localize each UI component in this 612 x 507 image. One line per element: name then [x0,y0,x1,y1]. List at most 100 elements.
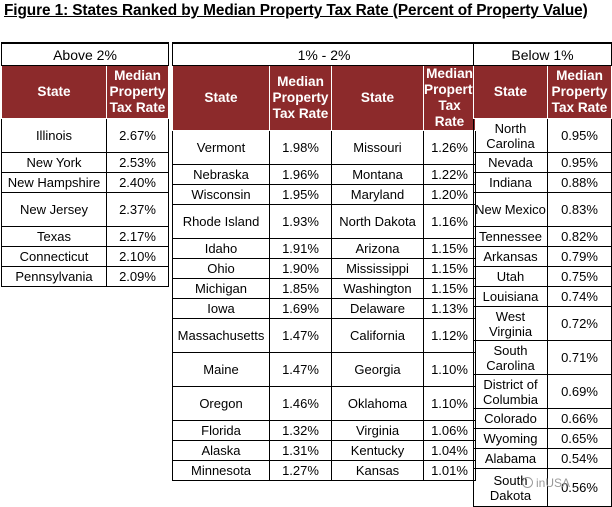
table-row: Idaho 1.91% Arizona 1.15% [172,238,477,259]
state-cell: District of Columbia [473,374,548,409]
rate-cell: 1.31% [269,440,332,461]
rate-cell: 1.15% [422,278,477,299]
rate-cell: 0.82% [546,226,612,247]
rate-header: Median Property Tax Rate [269,65,332,131]
state-cell: Georgia [331,352,424,387]
table-row: Arkansas 0.79% [473,246,612,267]
rate-cell: 0.88% [546,172,612,193]
table-row: Texas 2.17% [1,226,170,247]
table-row: Wisconsin 1.95% Maryland 1.20% [172,184,477,205]
state-cell: Nebraska [172,164,270,185]
rate-cell: 0.56% [546,468,612,507]
state-cell: Alaska [172,440,270,461]
state-cell: Arizona [331,238,424,259]
rate-cell: 2.53% [105,152,170,173]
state-cell: New Jersey [1,192,107,227]
state-cell: Missouri [331,130,424,165]
column-header-row: State Median Property Tax Rate [1,65,170,119]
rate-cell: 1.04% [422,440,477,461]
table-row: Wyoming 0.65% [473,428,612,449]
state-cell: Illinois [1,118,107,153]
rate-cell: 2.40% [105,172,170,193]
state-cell: Maine [172,352,270,387]
state-cell: Nevada [473,152,548,173]
state-cell: Idaho [172,238,270,259]
state-cell: Mississippi [331,258,424,279]
rate-cell: 1.27% [269,460,332,481]
rate-cell: 0.66% [546,408,612,429]
rate-header: Median Property Tax Rate [546,65,612,119]
table-row: Nebraska 1.96% Montana 1.22% [172,164,477,185]
state-cell: South Carolina [473,340,548,375]
rate-cell: 2.17% [105,226,170,247]
state-cell: Pennsylvania [1,266,107,287]
table-row: Alabama 0.54% [473,448,612,469]
group-title-row: Below 1% [472,42,612,66]
state-cell: Virginia [331,420,424,441]
state-cell: Minnesota [172,460,270,481]
table-row: Iowa 1.69% Delaware 1.13% [172,298,477,319]
rate-cell: 1.69% [269,298,332,319]
state-cell: Louisiana [473,286,548,307]
table-row: Minnesota 1.27% Kansas 1.01% [172,460,477,481]
rate-cell: 0.69% [546,374,612,409]
tax-group-table: 1% - 2% State Median Property Tax Rate Stat… [171,42,477,481]
state-cell: Michigan [172,278,270,299]
table-row: Utah 0.75% [473,266,612,287]
state-cell: North Dakota [331,204,424,239]
state-header: State [172,65,270,131]
table-row: New Jersey 2.37% [1,192,170,227]
rate-cell: 0.74% [546,286,612,307]
state-cell: New Hampshire [1,172,107,193]
table-row: Rhode Island 1.93% North Dakota 1.16% [172,204,477,239]
circle-logo-icon [522,477,533,488]
rate-cell: 1.22% [422,164,477,185]
state-cell: Wyoming [473,428,548,449]
table-row: Ohio 1.90% Mississippi 1.15% [172,258,477,279]
rate-cell: 1.15% [422,258,477,279]
rate-cell: 0.72% [546,306,612,341]
table-row: Illinois 2.67% [1,118,170,153]
column-header-row: State Median Property Tax Rate State Median… [172,65,477,131]
rate-cell: 1.26% [422,130,477,165]
state-header: State [473,65,548,119]
state-cell: Oregon [172,386,270,421]
rate-cell: 0.54% [546,448,612,469]
table-row: Pennsylvania 2.09% [1,266,170,287]
rate-cell: 1.16% [422,204,477,239]
state-cell: Utah [473,266,548,287]
state-cell: Washington [331,278,424,299]
rate-cell: 0.95% [546,118,612,153]
figure-title: Figure 1: States Ranked by Median Proper… [4,2,588,19]
rate-header: Median Property Tax Rate [105,65,170,119]
table-row: District of Columbia 0.69% [473,374,612,409]
rate-cell: 1.20% [422,184,477,205]
rate-cell: 0.83% [546,192,612,227]
state-cell: Vermont [172,130,270,165]
rate-cell: 1.12% [422,318,477,353]
rate-cell: 1.10% [422,352,477,387]
state-cell: South Dakota [473,468,548,507]
rate-cell: 0.75% [546,266,612,287]
table-row: Connecticut 2.10% [1,246,170,267]
state-cell: Florida [172,420,270,441]
state-cell: Kentucky [331,440,424,461]
state-cell: Massachusetts [172,318,270,353]
state-cell: Texas [1,226,107,247]
group-title: Below 1% [472,42,612,66]
state-cell: Colorado [473,408,548,429]
table-row: Alaska 1.31% Kentucky 1.04% [172,440,477,461]
table-row: Louisiana 0.74% [473,286,612,307]
state-cell: Wisconsin [172,184,270,205]
table-row: Michigan 1.85% Washington 1.15% [172,278,477,299]
rate-cell: 1.06% [422,420,477,441]
table-row: West Virginia 0.72% [473,306,612,341]
rate-cell: 1.96% [269,164,332,185]
rate-cell: 1.95% [269,184,332,205]
rate-cell: 1.47% [269,318,332,353]
column-header-row: State Median Property Tax Rate [473,65,612,119]
table-row: Massachusetts 1.47% California 1.12% [172,318,477,353]
state-cell: Montana [331,164,424,185]
rate-cell: 0.79% [546,246,612,267]
table-row: Nevada 0.95% [473,152,612,173]
